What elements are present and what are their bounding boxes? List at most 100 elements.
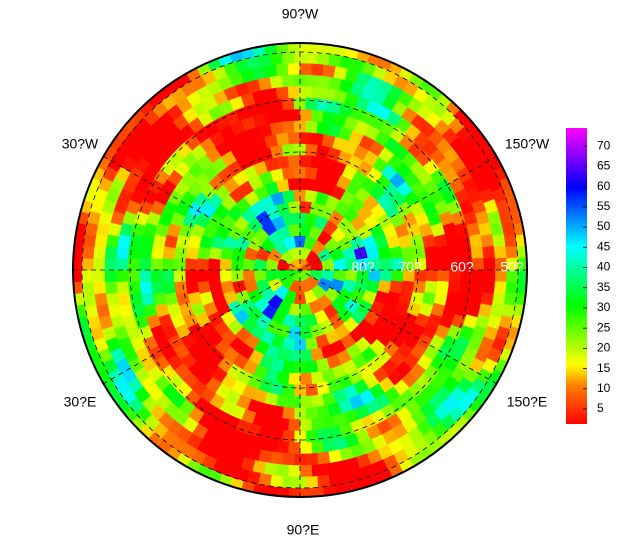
colorbar-tick-label: 25 — [597, 320, 611, 334]
map-cell — [150, 280, 165, 295]
map-cell — [459, 245, 473, 260]
map-cell — [316, 404, 331, 419]
map-cell — [242, 269, 256, 283]
map-cell — [275, 109, 290, 123]
map-cell — [104, 245, 118, 259]
map-cell — [281, 51, 295, 64]
map-cell — [269, 98, 284, 112]
map-cell — [161, 257, 175, 271]
map-cell — [281, 97, 295, 111]
map-cell — [517, 269, 527, 283]
map-cell — [173, 280, 188, 295]
map-cell — [196, 257, 209, 271]
map-cell — [493, 245, 507, 259]
map-cell — [275, 155, 290, 170]
map-cell — [275, 440, 289, 454]
map-cell — [459, 280, 473, 295]
map-cell — [333, 483, 349, 497]
map-cell — [93, 245, 107, 259]
map-cell — [117, 292, 132, 307]
map-cell — [310, 370, 325, 385]
map-cell — [269, 51, 284, 66]
map-cell — [116, 281, 130, 295]
map-cell — [162, 245, 176, 260]
map-cell — [299, 395, 313, 409]
map-cell — [127, 245, 141, 260]
map-cell — [517, 245, 527, 259]
map-cell — [311, 487, 325, 497]
map-cell — [483, 257, 496, 271]
map-cell — [322, 438, 337, 453]
lat-label: 80? — [351, 259, 375, 275]
map-cell — [287, 108, 301, 122]
map-cell — [162, 280, 176, 295]
map-cell — [138, 257, 152, 271]
map-cell — [281, 189, 296, 203]
map-cell — [304, 337, 319, 351]
map-cell — [322, 485, 337, 497]
map-cell — [127, 280, 141, 295]
map-cell — [517, 257, 527, 271]
map-cell — [185, 280, 200, 295]
map-cell — [219, 269, 233, 283]
map-cell — [269, 75, 284, 89]
map-cell — [305, 143, 319, 157]
map-cell — [468, 233, 483, 248]
map-cell — [127, 269, 140, 283]
map-cell — [287, 177, 301, 191]
map-cell — [139, 280, 153, 295]
map-cell — [94, 233, 108, 248]
map-cell — [269, 451, 284, 465]
map-cell — [299, 131, 313, 145]
map-cell — [447, 280, 461, 295]
map-cell — [287, 395, 301, 409]
map-cell — [299, 108, 313, 122]
map-cell — [269, 121, 284, 136]
map-cell — [275, 63, 289, 77]
map-cell — [299, 43, 313, 53]
map-cell — [424, 245, 438, 260]
lon-label: 30?W — [62, 136, 99, 152]
map-cell — [305, 120, 319, 134]
colorbar-tick-label: 65 — [597, 159, 611, 173]
map-cell — [400, 245, 415, 260]
map-cell — [184, 257, 198, 271]
map-cell — [150, 257, 163, 271]
map-cell — [139, 245, 153, 260]
map-cell — [515, 292, 527, 307]
map-cell — [81, 245, 95, 259]
colorbar-tick-label: 20 — [597, 341, 611, 355]
map-cell — [150, 245, 165, 260]
colorbar-tick-label: 55 — [597, 199, 611, 213]
map-cell — [81, 281, 95, 295]
map-cell — [299, 154, 313, 168]
lat-label: 70? — [398, 259, 422, 275]
map-cell — [287, 464, 301, 478]
map-cell — [116, 245, 130, 259]
map-cell — [425, 257, 439, 271]
map-cell — [275, 463, 289, 477]
map-border — [72, 42, 528, 498]
map-cell — [281, 143, 295, 157]
map-cell — [425, 269, 439, 283]
map-cell — [424, 280, 438, 295]
map-cell — [483, 269, 496, 283]
map-cell — [305, 452, 319, 466]
map-cell — [299, 349, 313, 363]
colorbar-tick-label: 45 — [597, 239, 611, 253]
map-cell — [281, 166, 295, 180]
map-cell — [316, 474, 331, 489]
map-cell — [299, 487, 313, 497]
colorbar-tick-label: 50 — [597, 219, 611, 233]
map-cell — [517, 281, 527, 295]
map-cell — [73, 269, 83, 283]
map-cell — [437, 257, 450, 271]
colorbar — [566, 128, 587, 424]
map-cell — [257, 53, 272, 68]
map-cell — [379, 257, 393, 271]
map-cell — [447, 245, 461, 260]
map-cell — [92, 269, 106, 283]
map-cell — [305, 429, 319, 443]
map-cell — [492, 233, 506, 248]
map-cell — [287, 131, 301, 145]
